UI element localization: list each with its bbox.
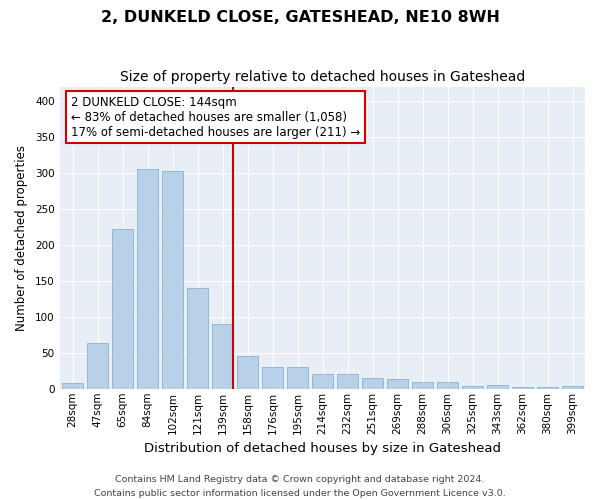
Text: 2 DUNKELD CLOSE: 144sqm
← 83% of detached houses are smaller (1,058)
17% of semi: 2 DUNKELD CLOSE: 144sqm ← 83% of detache… [71,96,360,138]
Bar [262,367,283,389]
Bar [112,229,133,389]
Bar [237,356,258,389]
Title: Size of property relative to detached houses in Gateshead: Size of property relative to detached ho… [120,70,525,84]
Bar [337,374,358,389]
Bar [462,386,483,389]
Bar [487,385,508,389]
Bar [312,374,333,389]
Text: Contains HM Land Registry data © Crown copyright and database right 2024.
Contai: Contains HM Land Registry data © Crown c… [94,476,506,498]
Text: 2, DUNKELD CLOSE, GATESHEAD, NE10 8WH: 2, DUNKELD CLOSE, GATESHEAD, NE10 8WH [101,10,499,25]
Bar [412,382,433,389]
Bar [212,324,233,389]
Bar [437,382,458,389]
Bar [387,380,408,389]
Bar [62,383,83,389]
Bar [537,388,558,389]
Bar [137,170,158,389]
Bar [362,378,383,389]
Bar [287,367,308,389]
Y-axis label: Number of detached properties: Number of detached properties [15,144,28,330]
X-axis label: Distribution of detached houses by size in Gateshead: Distribution of detached houses by size … [144,442,501,455]
Bar [87,344,109,389]
Bar [162,170,184,389]
Bar [562,386,583,389]
Bar [187,288,208,389]
Bar [512,386,533,389]
